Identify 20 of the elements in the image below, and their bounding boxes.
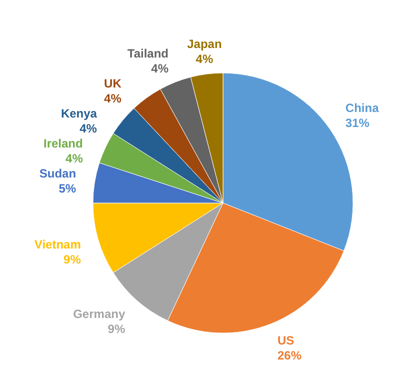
data-label: 4%	[151, 61, 169, 76]
slice-label: Kenya	[60, 106, 98, 120]
data-label: 4%	[80, 121, 98, 136]
slice-label: Sudan	[39, 166, 76, 180]
slice-label: China	[345, 100, 380, 115]
slice-label: Ireland	[44, 136, 83, 150]
data-label: 4%	[104, 91, 122, 106]
slice-label: Vietnam	[34, 237, 81, 252]
data-label: 9%	[64, 252, 82, 266]
slice-label: Tailand	[127, 46, 169, 60]
data-label: 9%	[108, 322, 126, 336]
data-label: 31%	[345, 116, 370, 130]
slice-label: US	[277, 334, 294, 348]
slice-label: Japan	[187, 37, 222, 52]
slice-label: Germany	[73, 307, 126, 322]
slice-label: UK	[104, 76, 122, 90]
data-label: 26%	[277, 348, 302, 363]
data-label: 4%	[196, 52, 214, 66]
data-label: 5%	[58, 181, 76, 196]
data-label: 4%	[66, 151, 84, 166]
